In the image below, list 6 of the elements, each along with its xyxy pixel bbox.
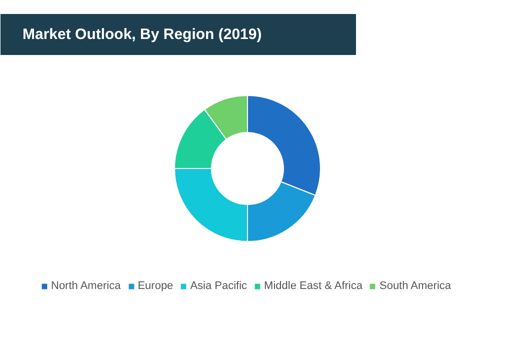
legend-label: Europe xyxy=(138,280,174,292)
legend-label: North America xyxy=(51,280,121,292)
legend-label: Asia Pacific xyxy=(190,280,248,292)
legend-label: South America xyxy=(379,280,452,292)
legend-label: Middle East & Africa xyxy=(264,280,362,292)
chart-title: Market Outlook, By Region (2019) xyxy=(22,26,262,43)
